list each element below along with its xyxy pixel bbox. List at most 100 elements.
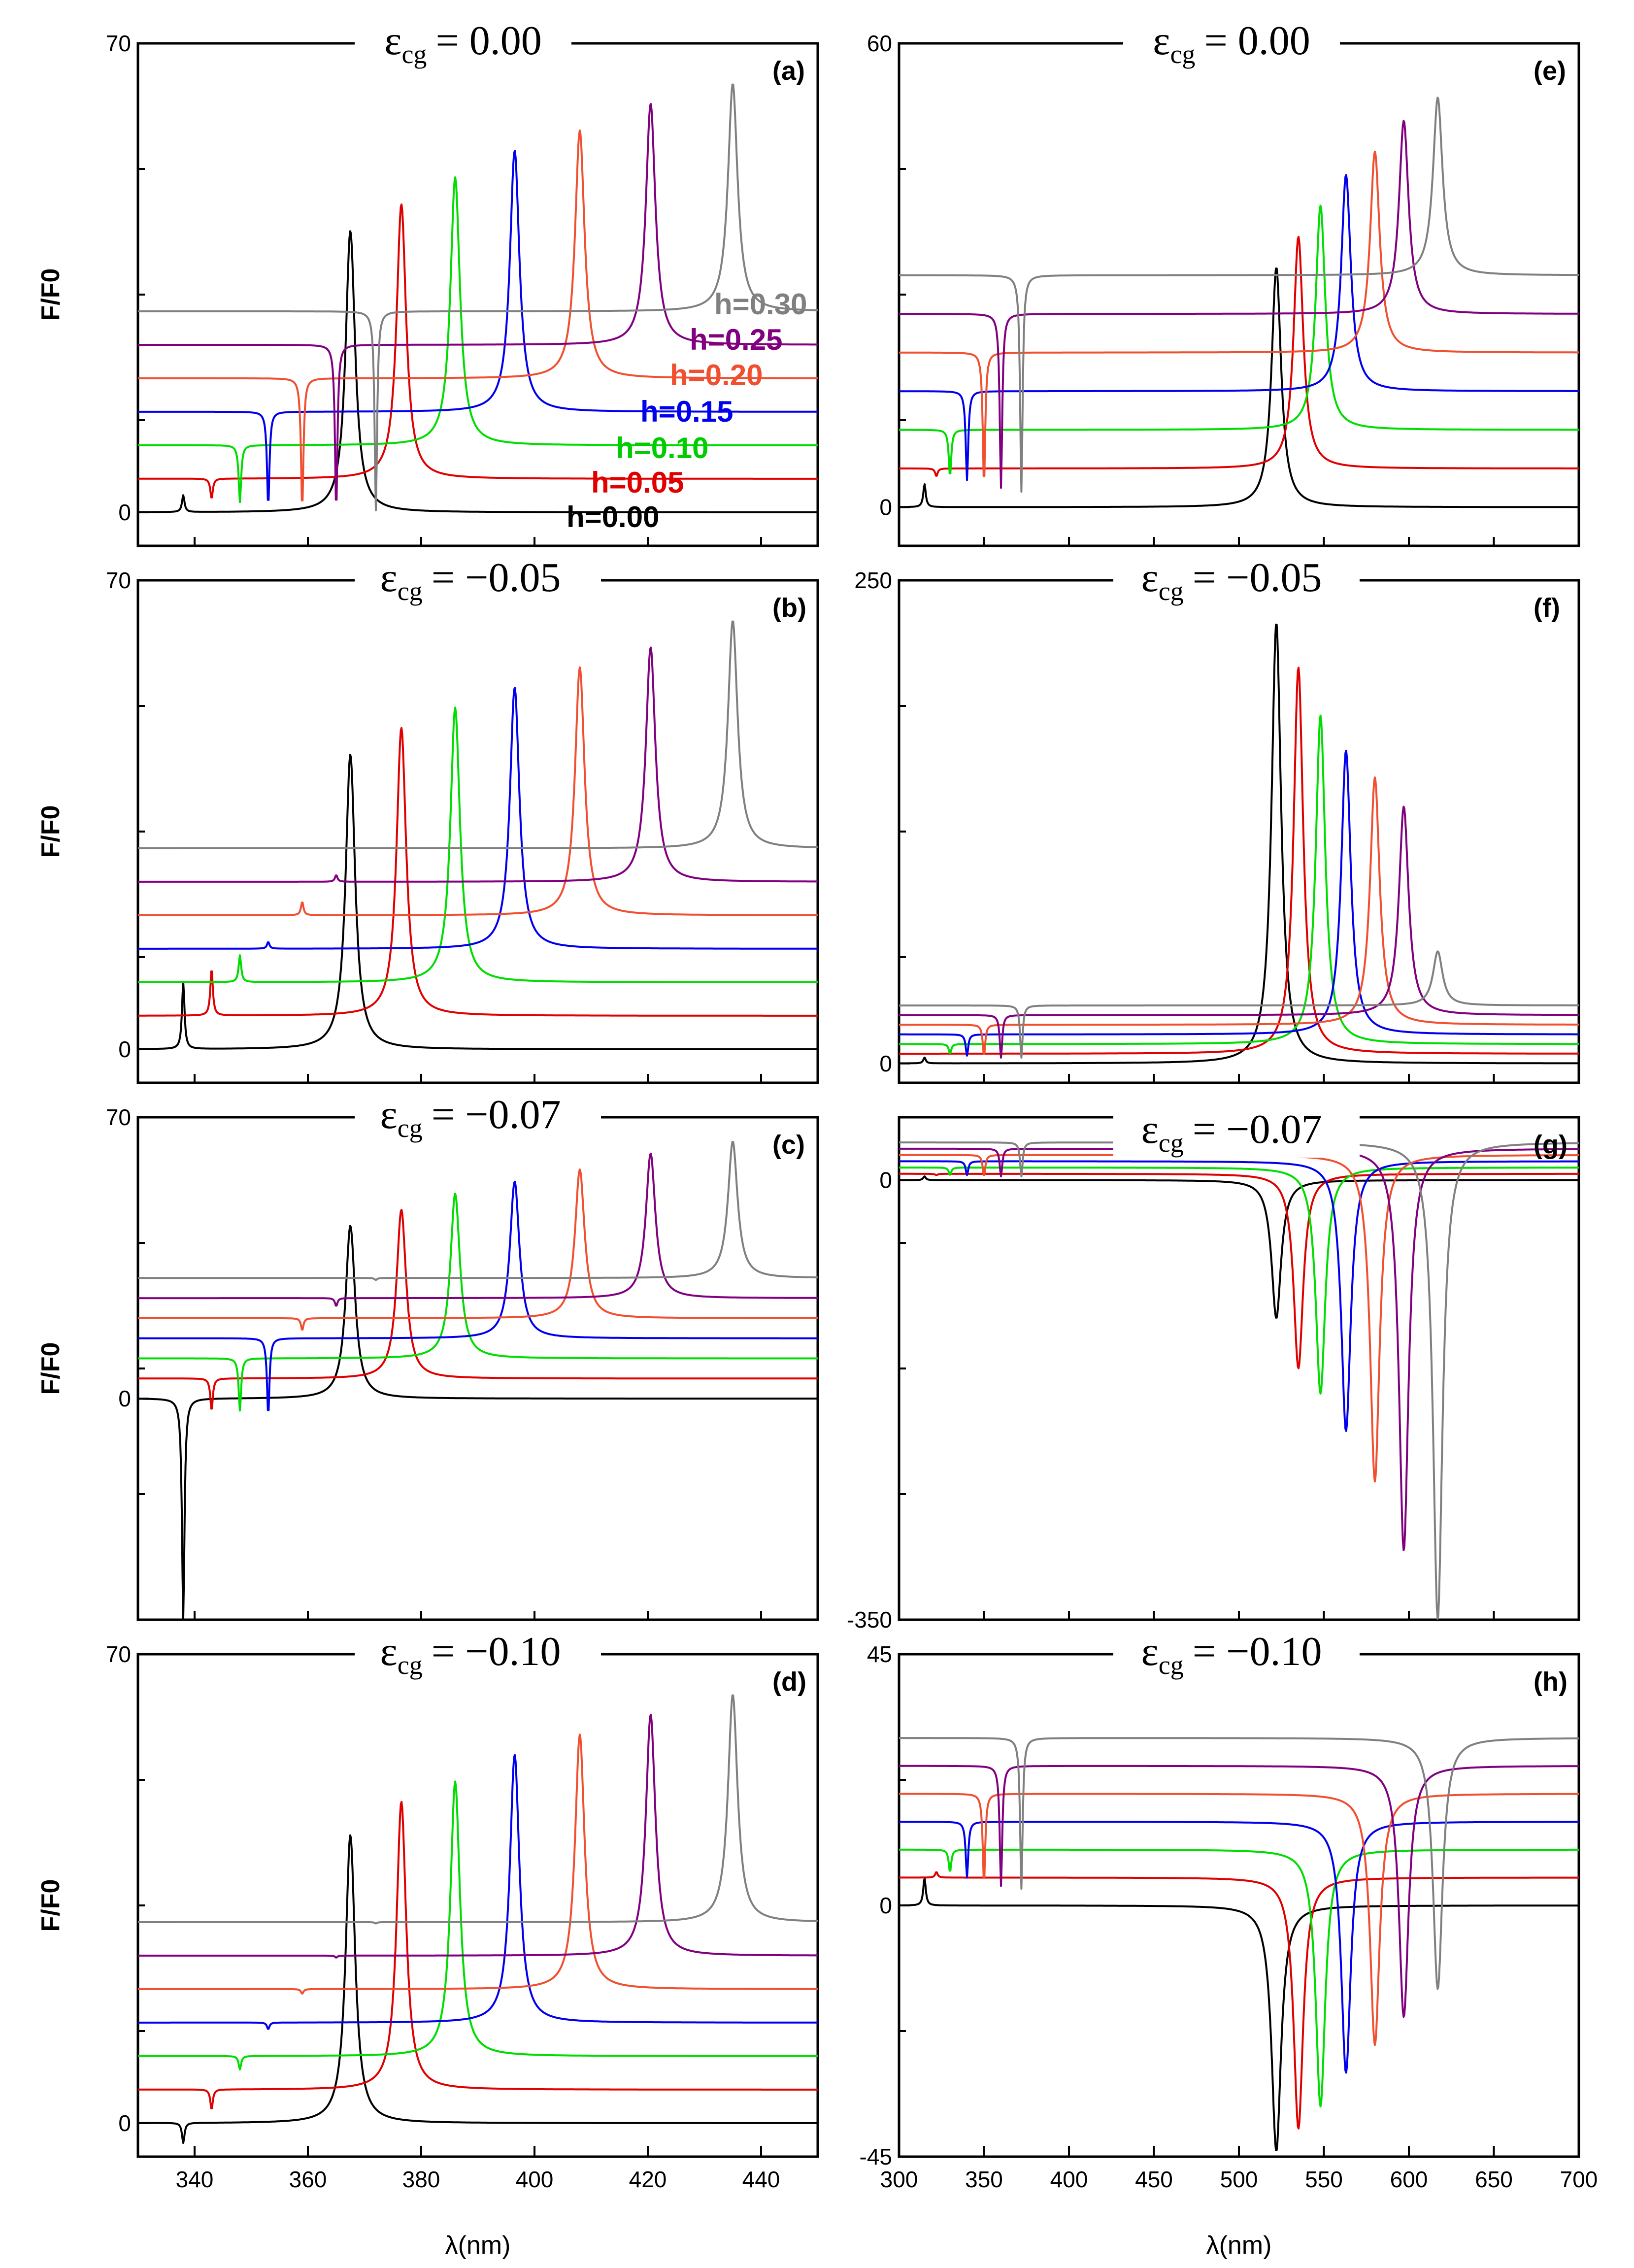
series-g-h=0.05: [899, 1172, 1579, 1369]
series-g-h=0.25: [899, 1147, 1579, 1551]
h-labels: h=0.30 h=0.25 h=0.20 h=0.15 h=0.10 h=0.0…: [567, 288, 807, 534]
x-tick-label-h-600: 600: [1390, 2167, 1428, 2192]
y-tick-label-a-0: 0: [118, 500, 131, 525]
series-c-h=0.15: [137, 1180, 818, 1411]
y-tick-label-e-60: 60: [867, 31, 892, 56]
plot-frame-c: [136, 1116, 819, 1621]
panel-title-d: εcg = −0.10: [380, 1629, 561, 1680]
y-tick-label-g--350: -350: [847, 1607, 892, 1633]
series-a-h=0.30: [137, 83, 818, 511]
y-tick-label-d-0: 0: [118, 2110, 131, 2136]
series-h-h=0.10: [899, 1848, 1579, 2107]
x-tick-label-h-300: 300: [880, 2167, 918, 2192]
series-g-h=0.10: [899, 1167, 1579, 1395]
series-b-h=0.25: [137, 646, 818, 883]
panel-title-f: εcg = −0.05: [1141, 555, 1322, 606]
series-d-h=0.10: [137, 1780, 818, 2070]
title-background-e: [1123, 15, 1340, 69]
y-axis-label-d: F/F0: [36, 1879, 65, 1932]
series-d-h=0.25: [137, 1713, 818, 1959]
series-c-h=0.25: [137, 1152, 818, 1307]
panel-a: 0 70 εcg = 0.00 (a) F/F0 h=0.30 h=0.25 h=0…: [36, 15, 819, 547]
x-tick-label-h-450: 450: [1135, 2167, 1173, 2192]
series-b-h=0.20: [137, 666, 818, 916]
x-tick-label-d-420: 420: [629, 2167, 667, 2192]
series-g-h=0.15: [899, 1160, 1579, 1432]
y-tick-label-h-0: 0: [879, 1893, 892, 1918]
x-tick-label-h-650: 650: [1475, 2167, 1513, 2192]
h-label-0.20: h=0.20: [670, 359, 763, 392]
y-tick-label-h--45: -45: [860, 2144, 892, 2169]
x-tick-label-d-340: 340: [176, 2167, 214, 2192]
x-tick-label-h-500: 500: [1220, 2167, 1258, 2192]
plot-frame-d: [136, 1653, 819, 2158]
series-a-h=0.25: [137, 102, 818, 501]
panel-title-a: εcg = 0.00: [384, 18, 542, 69]
series-c-h=0.05: [137, 1209, 818, 1410]
h-label-0.10: h=0.10: [616, 432, 708, 465]
series-b-h=0.30: [137, 620, 818, 849]
title-background-b: [355, 552, 601, 606]
title-background-f: [1113, 552, 1360, 606]
panel-e: 0 60 εcg = 0.00 (e): [867, 15, 1580, 547]
x-tick-label-d-400: 400: [516, 2167, 554, 2192]
panel-title-b: εcg = −0.05: [380, 555, 561, 606]
series-b-h=0.10: [137, 706, 818, 983]
y-tick-label-g-0: 0: [879, 1167, 892, 1193]
series-b-h=0.15: [137, 687, 818, 950]
title-background-d: [355, 1626, 601, 1680]
series-g-h=0.30: [899, 1141, 1579, 1620]
series-e-h=0.20: [899, 150, 1579, 477]
panel-letter-g: (g): [1534, 1130, 1567, 1160]
x-tick-label-h-350: 350: [965, 2167, 1003, 2192]
x-tick-label-h-550: 550: [1305, 2167, 1343, 2192]
series-e-h=0.30: [899, 97, 1579, 493]
series-f-h=0.05: [899, 667, 1579, 1055]
panel-f: 0 250 εcg = −0.05 (f): [854, 552, 1580, 1084]
series-h-h=0.00: [899, 1877, 1579, 2151]
series-b-h=0.05: [137, 727, 818, 1017]
panel-letter-e: (e): [1534, 56, 1566, 86]
ticks-h: -45 0 45 300 350 400 450 500 550 600 650 700: [860, 1641, 1598, 2192]
series-c-h=0.30: [137, 1141, 818, 1281]
y-tick-label-c-70: 70: [106, 1104, 131, 1130]
series-a-h=0.05: [137, 203, 818, 499]
series-f-h=0.15: [899, 749, 1579, 1057]
panel-letter-d: (d): [772, 1667, 806, 1697]
series-h-h=0.25: [899, 1765, 1579, 2018]
ticks-c: 0 70: [106, 1104, 762, 1620]
h-label-0.30: h=0.30: [714, 288, 807, 321]
panel-h: -45 0 45 300 350 400 450 500 550 600 650 700 εcg = −…: [860, 1626, 1598, 2260]
series-g-h=0.20: [899, 1154, 1579, 1483]
curves-c: [137, 1141, 818, 1620]
series-c-h=0.00: [137, 1225, 818, 1620]
panel-letter-c: (c): [772, 1130, 805, 1160]
h-label-0.00: h=0.00: [567, 500, 659, 534]
title-background-c: [355, 1089, 601, 1143]
panel-title-g: εcg = −0.07: [1141, 1106, 1322, 1158]
series-a-h=0.00: [137, 230, 818, 513]
y-tick-label-b-70: 70: [106, 567, 131, 593]
series-f-h=0.10: [899, 714, 1579, 1054]
series-f-h=0.25: [899, 805, 1579, 1059]
curves-e: [899, 97, 1579, 508]
series-b-h=0.00: [137, 754, 818, 1050]
panel-c: 0 70 εcg = −0.07 (c) F/F0: [36, 1089, 819, 1621]
y-tick-label-f-0: 0: [879, 1051, 892, 1076]
panel-letter-a: (a): [772, 56, 805, 86]
series-c-h=0.10: [137, 1193, 818, 1412]
x-axis-label-h: λ(nm): [1206, 2231, 1272, 2260]
plot-frame-b: [136, 579, 819, 1084]
y-tick-label-e-0: 0: [879, 495, 892, 520]
series-e-h=0.10: [899, 204, 1579, 474]
h-label-0.15: h=0.15: [640, 395, 733, 428]
title-background-a: [355, 15, 571, 69]
series-f-h=0.00: [899, 624, 1579, 1065]
panel-title-h: εcg = −0.10: [1141, 1629, 1322, 1680]
x-tick-label-d-360: 360: [289, 2167, 327, 2192]
panel-letter-h: (h): [1534, 1667, 1567, 1697]
x-tick-label-d-380: 380: [402, 2167, 440, 2192]
y-tick-label-h-45: 45: [867, 1641, 892, 1667]
series-e-h=0.00: [899, 267, 1579, 508]
y-axis-label-b: F/F0: [36, 805, 65, 858]
